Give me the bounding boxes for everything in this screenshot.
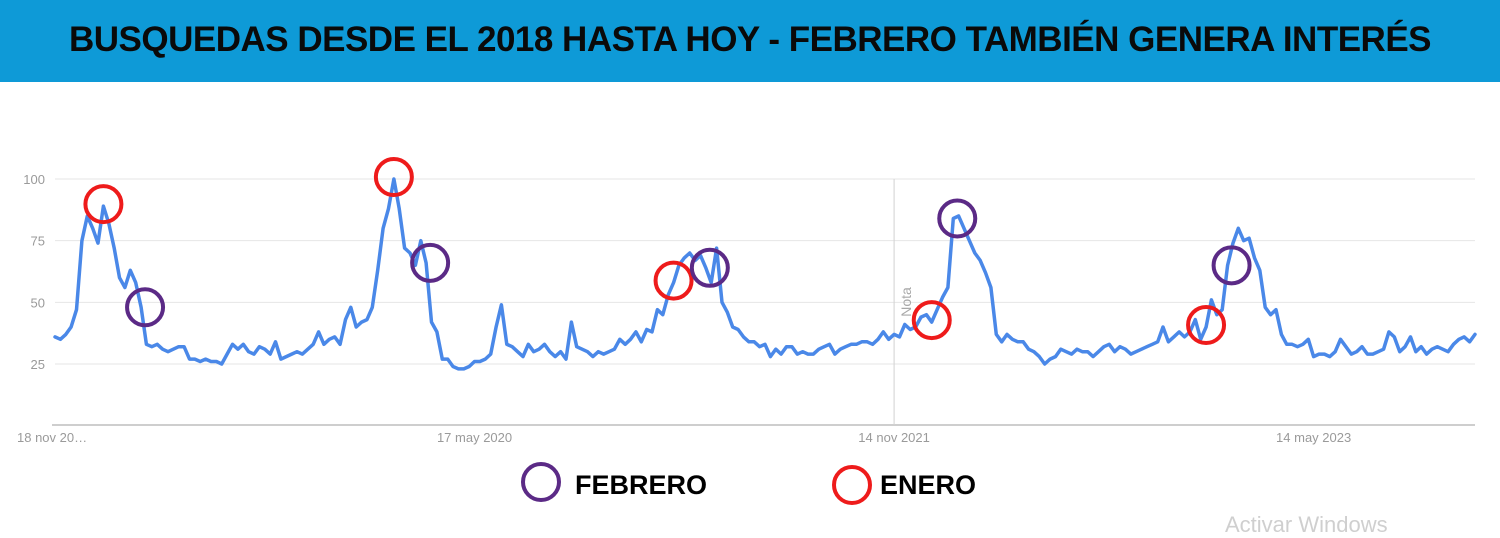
- enero-circle: [83, 184, 124, 225]
- y-tick-label: 25: [31, 357, 45, 372]
- enero-circle: [1186, 305, 1227, 345]
- y-tick-label: 100: [23, 172, 45, 187]
- febrero-circle: [689, 247, 730, 288]
- y-tick-label: 75: [31, 234, 45, 249]
- enero-circle: [653, 260, 694, 301]
- legend-label-febrero: FEBRERO: [575, 470, 708, 500]
- legend-enero-swatch: [832, 465, 872, 505]
- x-tick-label: 14 may 2023: [1276, 430, 1351, 445]
- legend-febrero-swatch: [521, 462, 561, 502]
- page-title: BUSQUEDAS DESDE EL 2018 HASTA HOY - FEBR…: [68, 20, 1432, 59]
- febrero-circle: [937, 198, 978, 239]
- note-label: Nota: [898, 287, 914, 317]
- series-line: [53, 177, 1477, 371]
- febrero-circle: [125, 287, 166, 328]
- title-banner: BUSQUEDAS DESDE EL 2018 HASTA HOY - FEBR…: [0, 0, 1500, 82]
- enero-circle: [373, 157, 414, 197]
- febrero-circle: [410, 242, 451, 283]
- activation-watermark: Activar Windows: [1225, 512, 1388, 537]
- x-tick-label: 17 may 2020: [437, 430, 512, 445]
- x-tick-label: 18 nov 20…: [17, 430, 87, 445]
- enero-circle: [911, 300, 952, 341]
- febrero-circle: [1211, 245, 1252, 286]
- y-tick-label: 50: [31, 295, 45, 310]
- legend-label-enero: ENERO: [880, 470, 977, 500]
- x-tick-label: 14 nov 2021: [858, 430, 930, 445]
- line-chart: 25 50 75 100 18 nov 20… 17 may 2020 14 nov 202…: [17, 157, 1477, 505]
